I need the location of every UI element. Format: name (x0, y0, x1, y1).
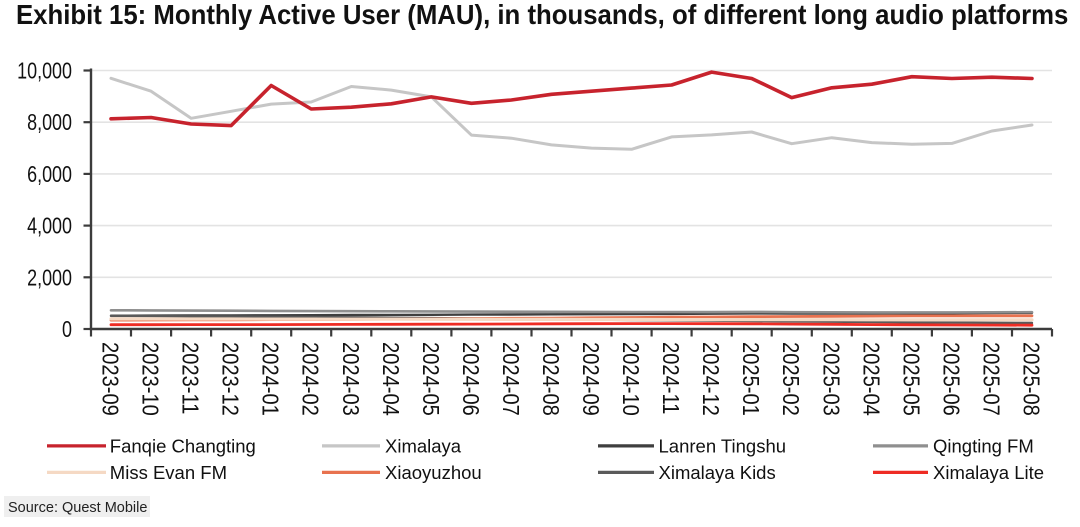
svg-text:2024-05: 2024-05 (418, 342, 445, 416)
svg-text:2025-04: 2025-04 (858, 342, 885, 416)
svg-text:2024-08: 2024-08 (538, 342, 565, 416)
svg-text:6,000: 6,000 (27, 162, 72, 188)
svg-text:2024-02: 2024-02 (297, 342, 324, 416)
svg-text:2025-07: 2025-07 (978, 342, 1005, 416)
svg-text:2025-08: 2025-08 (1018, 342, 1045, 416)
svg-text:Qingting FM: Qingting FM (933, 435, 1034, 456)
svg-text:2025-02: 2025-02 (778, 342, 805, 416)
svg-text:2025-01: 2025-01 (738, 342, 765, 416)
svg-text:2024-11: 2024-11 (658, 342, 685, 414)
svg-text:2025-03: 2025-03 (818, 342, 845, 416)
svg-text:Lanren Tingshu: Lanren Tingshu (659, 435, 787, 456)
svg-text:8,000: 8,000 (27, 110, 72, 136)
svg-text:2023-11: 2023-11 (177, 342, 204, 414)
svg-text:Ximalaya Kids: Ximalaya Kids (659, 462, 776, 483)
svg-text:2025-05: 2025-05 (898, 342, 925, 416)
svg-text:2024-06: 2024-06 (458, 342, 485, 416)
svg-text:Xiaoyuzhou: Xiaoyuzhou (385, 462, 482, 483)
svg-text:4,000: 4,000 (27, 214, 72, 240)
svg-text:2024-12: 2024-12 (698, 342, 725, 416)
svg-text:2,000: 2,000 (27, 265, 72, 291)
svg-text:Miss Evan FM: Miss Evan FM (110, 462, 227, 483)
svg-text:2024-03: 2024-03 (337, 342, 364, 416)
svg-text:Ximalaya: Ximalaya (385, 435, 462, 456)
svg-text:2024-10: 2024-10 (618, 342, 645, 416)
svg-text:Source: Quest Mobile: Source: Quest Mobile (8, 500, 147, 516)
svg-text:2024-09: 2024-09 (578, 342, 605, 416)
svg-text:2024-01: 2024-01 (257, 342, 284, 416)
svg-text:2023-10: 2023-10 (137, 342, 164, 416)
svg-text:0: 0 (62, 317, 72, 343)
svg-text:2024-04: 2024-04 (377, 342, 404, 416)
svg-text:Ximalaya Lite: Ximalaya Lite (933, 462, 1044, 483)
svg-text:2023-09: 2023-09 (97, 342, 124, 416)
svg-text:2023-12: 2023-12 (217, 342, 244, 416)
svg-text:Fanqie Changting: Fanqie Changting (110, 435, 256, 456)
svg-text:2024-07: 2024-07 (498, 342, 525, 416)
svg-text:2025-06: 2025-06 (938, 342, 965, 416)
svg-text:10,000: 10,000 (17, 58, 72, 84)
